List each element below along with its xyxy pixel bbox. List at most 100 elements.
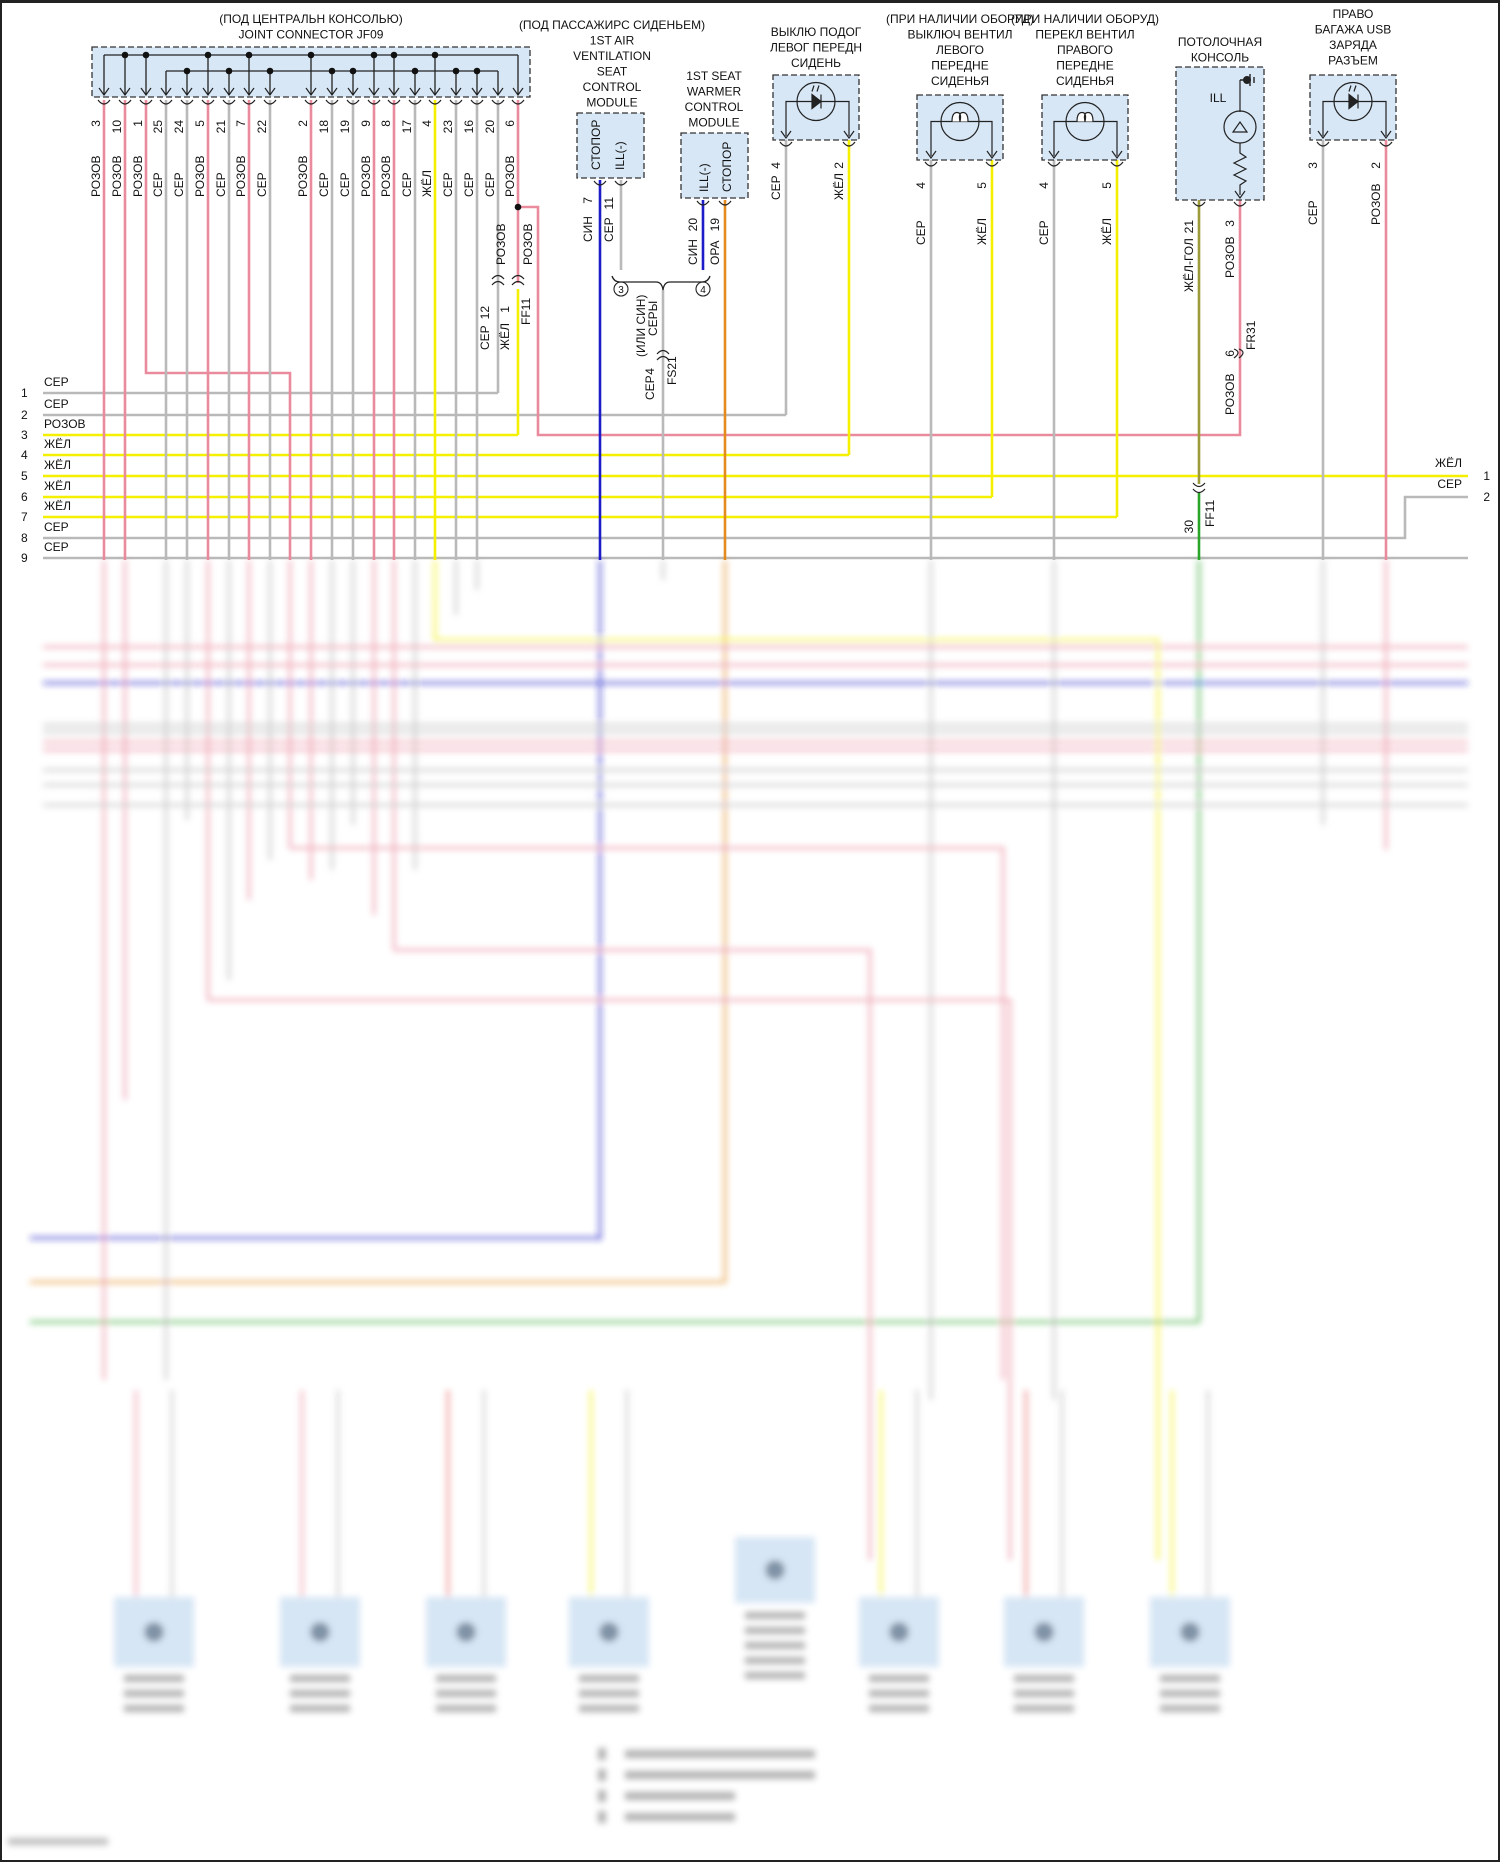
legend-text (625, 1792, 735, 1800)
wires-layer (43, 100, 1468, 560)
module-pin-label: ILL(-) (613, 141, 627, 170)
wire-color-label: СЕР (1037, 220, 1051, 245)
wire-color-label: СЕР (483, 172, 497, 197)
module-title: СИДЕНЬЯ (931, 74, 989, 88)
pin-number: 12 (478, 306, 492, 320)
wire-color-label: СЕР (602, 217, 616, 242)
pin-number: 7 (234, 120, 248, 127)
module-title: 1ST SEAT (686, 69, 742, 83)
bottom-module-caption (869, 1705, 929, 1712)
pin-arrow (1048, 150, 1060, 160)
module-title: CONTROL (583, 80, 642, 94)
splice-dot (307, 51, 315, 59)
connector-terminal (614, 180, 628, 186)
pin-number: 3 (1306, 162, 1320, 169)
pin-arrow (450, 87, 462, 97)
pin-number: 4 (1037, 182, 1051, 189)
module-title: СИДЕНЬЯ (1056, 74, 1114, 88)
pin-number: 4 (769, 162, 783, 169)
connector-terminal (346, 99, 360, 105)
connector-terminal (1233, 201, 1247, 207)
splice-note: (ИЛИ СИН) (634, 295, 648, 357)
pin-number: 9 (359, 120, 373, 127)
connector-terminal (428, 99, 442, 105)
splice-dot (225, 67, 233, 75)
module-pin-label: ILL (1210, 91, 1227, 105)
module-title: КОНСОЛЬ (1191, 51, 1249, 65)
bottom-module-caption (1014, 1675, 1074, 1682)
connector-terminal (779, 141, 793, 147)
connector-terminal (367, 99, 381, 105)
blurred-wire (208, 998, 1012, 1560)
usb-socket (1309, 74, 1397, 141)
row-number: 8 (21, 531, 28, 545)
pin-arrow (119, 87, 131, 97)
pin-number: 17 (400, 120, 414, 134)
right-vent-switch (1041, 94, 1129, 161)
pin-number: 25 (151, 120, 165, 134)
wire-color-label: ЖЁЛ (832, 173, 846, 200)
labels-layer: 1 СЕР 2 СЕР 3 РОЗОВ 4 ЖЁЛ 5 ЖЁЛ 6 ЖЁЛ 7 ЖЁЛ 8 СЕР 9 СЕР 1 Ж… (21, 7, 1490, 565)
pin-arrow (181, 87, 193, 97)
connector-terminal (1379, 141, 1393, 147)
led-symbol (811, 85, 822, 110)
bottom-module-caption (436, 1675, 496, 1682)
splice-dot (266, 67, 274, 75)
row-number: 2 (21, 408, 28, 422)
inline-connector-icon (1233, 348, 1244, 359)
module-title: (ПОД ПАССАЖИРС СИДЕНЬЕМ) (519, 18, 705, 32)
wire-color-label: РОЗОВ (1223, 373, 1237, 415)
splice-dot (204, 51, 212, 59)
pin-arrow (429, 87, 441, 97)
module-title: ПРАВО (1333, 7, 1374, 21)
pin-number: 21 (214, 120, 228, 134)
pin-number: 20 (686, 218, 700, 232)
bottom-module-caption (745, 1672, 805, 1679)
wire-color-label: РОЗОВ (296, 155, 310, 197)
splice-dot (431, 51, 439, 59)
pin-number: 23 (441, 120, 455, 134)
circle-label: 4 (700, 285, 706, 296)
bottom-module-caption (745, 1627, 805, 1634)
bottom-module-caption (579, 1705, 639, 1712)
bottom-module-caption (290, 1690, 350, 1697)
bottom-module-caption (290, 1675, 350, 1682)
wire-color-label: СЕР (1306, 200, 1320, 225)
bottom-module-caption (579, 1675, 639, 1682)
splice-dot (328, 67, 336, 75)
connector-terminal (263, 99, 277, 105)
connector-terminal (985, 161, 999, 167)
splice-dot (514, 203, 522, 211)
legend-marker (598, 1748, 606, 1760)
connector-terminal (304, 99, 318, 105)
row-wire-color: СЕР (44, 540, 69, 554)
wire-color-label: СЕР (255, 172, 269, 197)
module-title: ВЫКЛЮ ПОДОГ (771, 25, 862, 39)
row-wire-color: ЖЁЛ (44, 458, 71, 472)
module-title: JOINT CONNECTOR JF09 (239, 28, 384, 42)
left-heat-switch (772, 74, 860, 141)
resistor-icon (1231, 80, 1249, 195)
pin-arrow (986, 150, 998, 160)
bottom-module-caption (1160, 1705, 1220, 1712)
bottom-module-caption (869, 1675, 929, 1682)
splice-circle (695, 281, 711, 297)
connector-terminal (97, 99, 111, 105)
wire-color-label: СЕР (643, 375, 657, 400)
jf09-pin-wire (144, 100, 292, 560)
connector-terminal (842, 141, 856, 147)
inline-connector-icon (491, 274, 505, 286)
pin-number: 24 (172, 120, 186, 134)
pin-number: 7 (581, 197, 595, 204)
pin-arrow (1111, 150, 1123, 160)
splice-dot (411, 67, 419, 75)
pin-arrow (368, 87, 380, 97)
pin-number: 2 (832, 162, 846, 169)
wire-color-label: РОЗОВ (521, 223, 535, 265)
wire-color-label: СЕР (317, 172, 331, 197)
bottom-module-caption (745, 1657, 805, 1664)
pin-number: 8 (379, 120, 393, 127)
module-title: MODULE (688, 116, 739, 130)
bottom-module-icon (599, 1622, 619, 1642)
connector-terminal (491, 99, 505, 105)
